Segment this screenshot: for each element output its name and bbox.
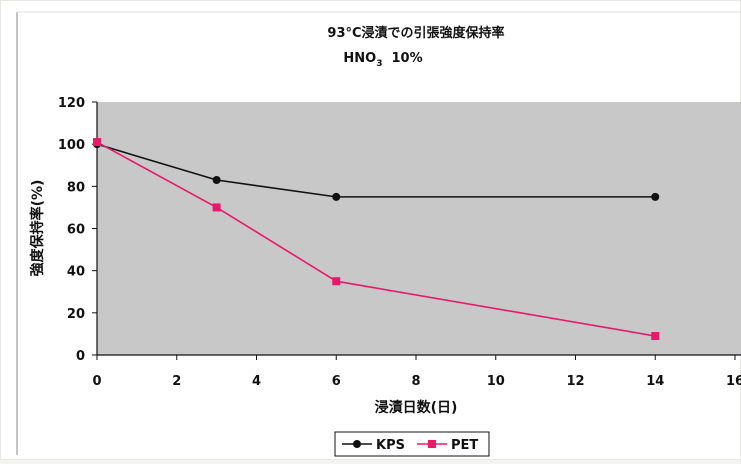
series-layer: [93, 138, 660, 341]
x-tick-label: 4: [252, 374, 261, 389]
x-tick-label: 8: [411, 374, 420, 389]
y-tick-label: 120: [58, 96, 85, 111]
x-tick-label: 16: [726, 374, 741, 389]
x-axis-label: 浸漬日数(日): [375, 399, 458, 416]
y-tick-label: 100: [58, 138, 85, 153]
data-point-pet: [212, 203, 221, 212]
subtitle-tail: 10%: [382, 51, 422, 66]
x-tick-label: 2: [172, 374, 181, 389]
data-point-kps: [651, 192, 660, 201]
chart-subtitle: HNO3 10%: [343, 51, 422, 69]
legend: KPS PET: [334, 431, 490, 457]
legend-label-kps: KPS: [376, 438, 405, 453]
data-point-kps: [332, 192, 341, 201]
x-tick-label: 12: [566, 374, 584, 389]
legend-item-kps: KPS: [342, 438, 405, 453]
data-point-pet: [332, 277, 341, 286]
subtitle-subscript: 3: [376, 59, 382, 69]
x-tick-label: 6: [332, 374, 341, 389]
y-tick-label: 0: [76, 349, 85, 364]
tick-labels: 0 20 40 60 80 100 120 0 2 4 6 8 10 12 14 16: [58, 96, 741, 389]
x-tick-label: 14: [646, 374, 664, 389]
series-line-pet: [96, 141, 656, 337]
series-pet: [93, 138, 660, 341]
x-tick-label: 0: [92, 374, 101, 389]
y-tick-label: 40: [67, 265, 85, 280]
plot-area: [97, 102, 741, 355]
subtitle-main: HNO: [343, 51, 376, 66]
x-tick-label: 10: [487, 374, 505, 389]
data-point-pet: [93, 138, 101, 147]
legend-label-pet: PET: [451, 438, 478, 453]
data-point-pet: [651, 332, 660, 341]
legend-item-pet: PET: [417, 438, 478, 453]
legend-marker-pet: [428, 440, 436, 448]
chart-title: 93°C浸漬での引張強度保持率: [327, 25, 504, 41]
y-tick-label: 20: [67, 307, 85, 322]
y-axis-label: 強度保持率(%): [29, 180, 46, 277]
data-point-kps: [212, 176, 221, 185]
series-line-kps: [96, 143, 656, 198]
y-tick-label: 80: [67, 180, 85, 195]
y-tick-label: 60: [67, 223, 85, 238]
legend-marker-kps: [353, 440, 361, 448]
